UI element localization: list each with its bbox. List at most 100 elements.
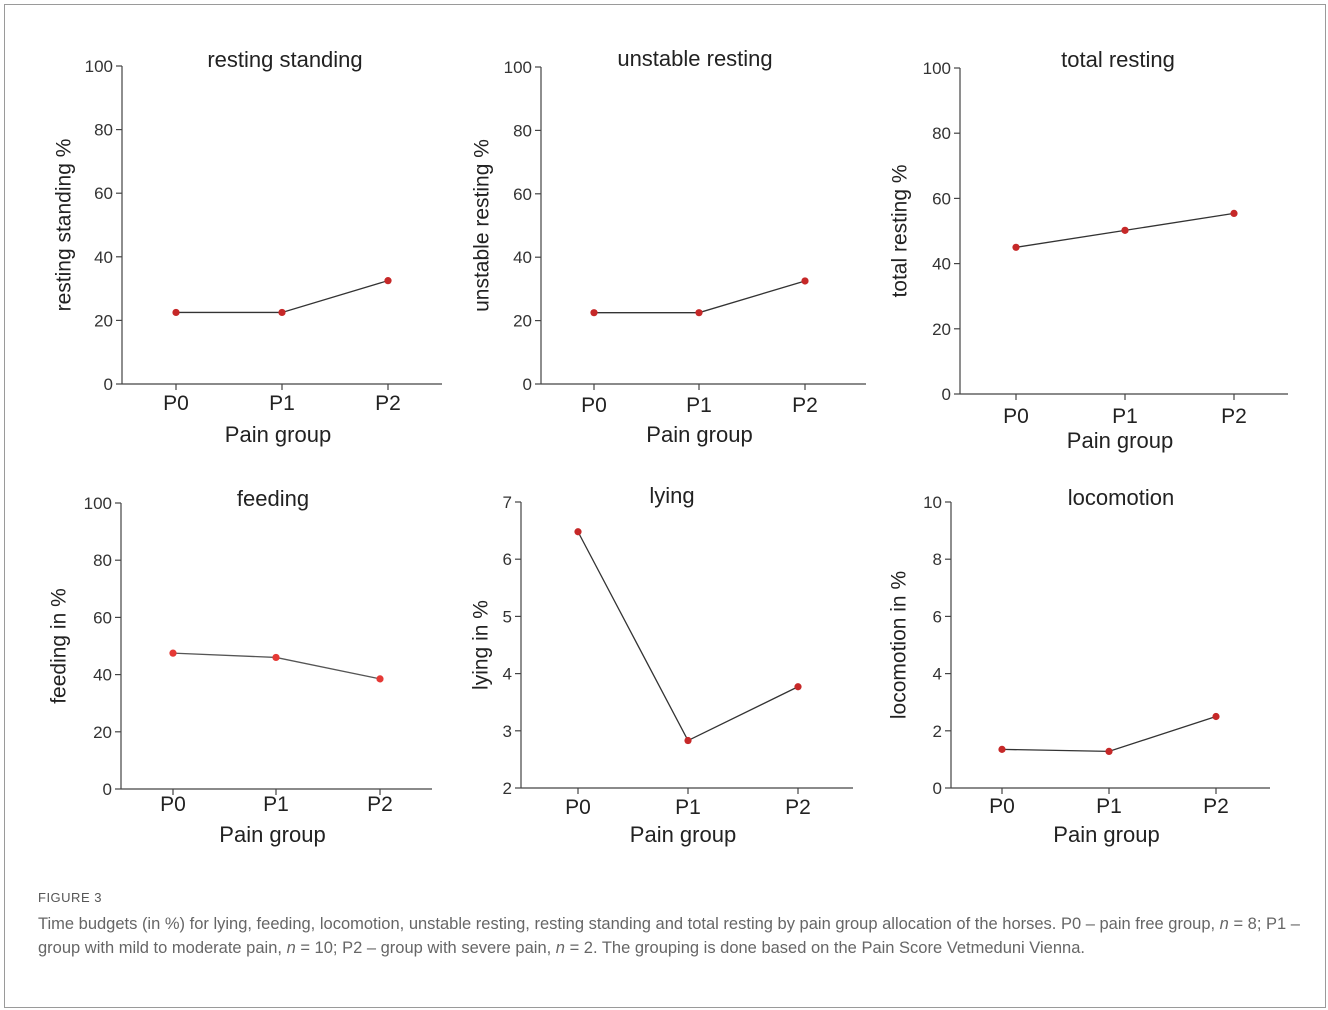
y-tick-label: 80 xyxy=(93,551,112,570)
x-tick-label: P1 xyxy=(269,392,295,415)
figure-caption: FIGURE 3 Time budgets (in %) for lying, … xyxy=(38,890,1300,960)
y-axis-label: locomotion in % xyxy=(888,571,911,719)
series-line xyxy=(176,280,389,314)
data-point-P0 xyxy=(574,528,582,536)
x-tick-label: P2 xyxy=(367,793,393,816)
data-point-P0 xyxy=(590,309,598,317)
y-axis-label: feeding in % xyxy=(48,588,71,704)
y-tick-label: 100 xyxy=(85,57,113,76)
x-tick-label: P2 xyxy=(1221,405,1247,428)
caption-text-run: = 10; P2 – group with severe pain, xyxy=(295,939,556,957)
series-line xyxy=(1001,715,1217,753)
caption-italic-symbol: n xyxy=(286,939,296,957)
chart-title: feeding xyxy=(237,486,309,511)
y-tick-label: 100 xyxy=(84,494,112,513)
data-point-P2 xyxy=(801,277,809,285)
y-tick-label: 20 xyxy=(94,311,113,330)
chart-panel-2: 0 20 40 60 80 100 P0 P1 P2 unstable resting Pain g… xyxy=(471,46,866,447)
y-tick-label: 5 xyxy=(503,607,512,626)
series-line xyxy=(594,280,806,314)
y-tick-label: 20 xyxy=(93,723,112,742)
x-tick-label: P2 xyxy=(792,394,818,417)
x-tick-label: P1 xyxy=(263,793,289,816)
x-axis-label: Pain group xyxy=(1053,822,1159,847)
data-point-P0 xyxy=(169,649,177,657)
data-point-P1 xyxy=(695,309,703,317)
caption-italic-symbol: n xyxy=(1219,915,1229,933)
y-tick-label: 2 xyxy=(503,779,512,798)
x-tick-label: P2 xyxy=(785,796,811,819)
data-point-P2 xyxy=(794,683,802,691)
data-point-P0 xyxy=(998,745,1006,753)
figure-frame xyxy=(4,4,1326,1008)
y-tick-label: 80 xyxy=(513,121,532,140)
data-point-P1 xyxy=(1121,226,1129,234)
x-tick-label: P1 xyxy=(686,394,712,417)
y-tick-label: 8 xyxy=(933,550,942,569)
series-line xyxy=(577,531,799,742)
y-axis-label: lying in % xyxy=(470,600,493,690)
caption-text-run: Time budgets (in %) for lying, feeding, … xyxy=(38,915,1220,933)
x-tick-label: P1 xyxy=(1112,405,1138,428)
x-tick-label: P0 xyxy=(581,394,607,417)
x-tick-label: P1 xyxy=(1096,795,1122,818)
y-tick-label: 40 xyxy=(932,255,951,274)
y-tick-label: 80 xyxy=(932,124,951,143)
y-tick-label: 40 xyxy=(93,666,112,685)
chart-panel-5: 2 3 4 5 6 7 P0 P1 P2 lying Pain group lying in % xyxy=(470,483,853,847)
x-tick-label: P1 xyxy=(675,796,701,819)
data-point-P2 xyxy=(376,675,384,683)
y-tick-label: 2 xyxy=(933,722,942,741)
y-tick-label: 60 xyxy=(513,185,532,204)
y-tick-label: 40 xyxy=(94,248,113,267)
data-point-P2 xyxy=(384,277,392,285)
chart-panel-6: 0 2 4 6 8 10 P0 P1 P2 locomotion Pain group locomot… xyxy=(888,485,1270,847)
data-point-P1 xyxy=(272,653,280,662)
chart-title: resting standing xyxy=(207,47,362,72)
y-axis-label: resting standing % xyxy=(53,139,76,312)
y-tick-label: 40 xyxy=(513,248,532,267)
y-tick-label: 60 xyxy=(93,608,112,627)
y-tick-label: 60 xyxy=(932,189,951,208)
caption-text-run: = 8; P1 – group with mild to moderate pa… xyxy=(38,915,1300,957)
y-tick-label: 10 xyxy=(923,493,942,512)
data-point-P0 xyxy=(1012,243,1020,251)
y-tick-label: 20 xyxy=(932,320,951,339)
x-tick-label: P2 xyxy=(375,392,401,415)
x-axis-label: Pain group xyxy=(1067,428,1173,453)
x-axis-label: Pain group xyxy=(646,422,752,447)
data-point-P1 xyxy=(278,308,286,317)
x-tick-label: P0 xyxy=(1003,405,1029,428)
y-tick-label: 4 xyxy=(503,665,512,684)
caption-italic-symbol: n xyxy=(555,939,565,957)
y-axis-label: unstable resting % xyxy=(471,139,494,312)
y-tick-label: 4 xyxy=(933,665,942,684)
y-tick-label: 0 xyxy=(933,779,942,798)
x-tick-label: P0 xyxy=(163,392,189,415)
y-tick-label: 0 xyxy=(104,375,113,394)
y-tick-label: 20 xyxy=(513,312,532,331)
x-axis-label: Pain group xyxy=(225,422,331,447)
y-tick-label: 0 xyxy=(942,385,951,404)
y-tick-label: 6 xyxy=(503,550,512,569)
y-tick-label: 100 xyxy=(923,59,951,78)
y-tick-label: 0 xyxy=(103,780,112,799)
chart-panel-1: 0 20 40 60 80 100 P0 P1 P2 resting standing Pain g… xyxy=(53,47,442,447)
x-axis-label: Pain group xyxy=(219,822,325,847)
figure-label: FIGURE 3 xyxy=(38,890,102,905)
x-tick-label: P0 xyxy=(160,793,186,816)
x-tick-label: P0 xyxy=(989,795,1015,818)
y-tick-label: 6 xyxy=(933,607,942,626)
y-tick-label: 3 xyxy=(503,722,512,741)
x-tick-label: P2 xyxy=(1203,795,1229,818)
y-tick-label: 7 xyxy=(503,493,512,512)
chart-title: total resting xyxy=(1061,47,1175,72)
chart-title: locomotion xyxy=(1068,485,1174,510)
y-tick-label: 0 xyxy=(523,375,532,394)
y-axis-label: total resting % xyxy=(889,164,912,297)
y-tick-label: 60 xyxy=(94,184,113,203)
y-tick-label: 100 xyxy=(504,58,532,77)
chart-title: unstable resting xyxy=(617,46,772,71)
chart-panel-3: 0 20 40 60 80 100 P0 P1 P2 total resting Pain grou… xyxy=(889,47,1288,453)
